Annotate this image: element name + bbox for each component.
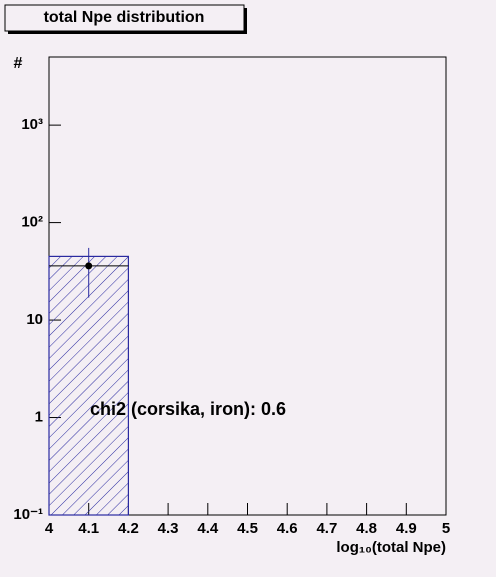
annotation: chi2 (corsika, iron): 0.6: [90, 399, 286, 419]
x-tick-label: 4.1: [78, 520, 99, 537]
y-axis-label: #: [14, 55, 23, 72]
title-box: [4, 4, 245, 32]
x-tick-label: 4.2: [118, 520, 139, 537]
x-axis-label: log₁₀(total Npe): [336, 539, 446, 556]
x-tick-label: 4.8: [356, 520, 377, 537]
x-tick-label: 5: [442, 520, 450, 537]
y-tick-label: 1: [35, 409, 43, 426]
x-tick-label: 4.5: [237, 520, 258, 537]
y-tick-label: 10: [26, 311, 43, 328]
x-tick-label: 4.9: [396, 520, 417, 537]
histogram-bar: [48, 255, 130, 516]
data-point: [85, 262, 93, 270]
x-tick-label: 4.6: [277, 520, 298, 537]
y-tick-label: 10³: [21, 116, 43, 133]
x-tick-label: 4.4: [197, 520, 219, 537]
y-tick-label: 10⁻¹: [13, 506, 43, 523]
x-tick-label: 4.7: [316, 520, 337, 537]
x-tick-label: 4.3: [158, 520, 179, 537]
x-tick-label: 4: [45, 520, 54, 537]
chart-title: total Npe distribution: [44, 9, 205, 26]
y-tick-label: 10²: [21, 214, 43, 231]
